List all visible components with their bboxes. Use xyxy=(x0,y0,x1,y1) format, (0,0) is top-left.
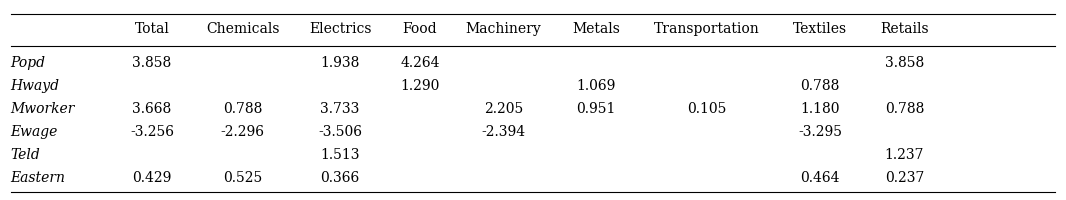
Text: -2.394: -2.394 xyxy=(482,125,526,139)
Text: 1.180: 1.180 xyxy=(801,102,840,116)
Text: -2.296: -2.296 xyxy=(221,125,264,139)
Text: Transportation: Transportation xyxy=(653,22,760,36)
Text: Ewage: Ewage xyxy=(11,125,58,139)
Text: Hwayd: Hwayd xyxy=(11,79,60,93)
Text: Eastern: Eastern xyxy=(11,171,65,185)
Text: Total: Total xyxy=(134,22,169,36)
Text: 2.205: 2.205 xyxy=(484,102,523,116)
Text: 0.105: 0.105 xyxy=(688,102,726,116)
Text: 3.668: 3.668 xyxy=(132,102,172,116)
Text: 0.788: 0.788 xyxy=(885,102,924,116)
Text: Textiles: Textiles xyxy=(793,22,847,36)
Text: Metals: Metals xyxy=(572,22,619,36)
Text: Teld: Teld xyxy=(11,148,41,162)
Text: 1.069: 1.069 xyxy=(577,79,615,93)
Text: -3.295: -3.295 xyxy=(798,125,842,139)
Text: 0.788: 0.788 xyxy=(801,79,840,93)
Text: Machinery: Machinery xyxy=(466,22,542,36)
Text: 0.788: 0.788 xyxy=(223,102,262,116)
Text: 1.237: 1.237 xyxy=(885,148,924,162)
Text: 4.264: 4.264 xyxy=(400,56,440,70)
Text: 0.525: 0.525 xyxy=(223,171,262,185)
Text: Food: Food xyxy=(403,22,437,36)
Text: 1.513: 1.513 xyxy=(320,148,360,162)
Text: 0.464: 0.464 xyxy=(801,171,840,185)
Text: 3.858: 3.858 xyxy=(885,56,924,70)
Text: Popd: Popd xyxy=(11,56,46,70)
Text: -3.256: -3.256 xyxy=(130,125,174,139)
Text: 0.237: 0.237 xyxy=(885,171,924,185)
Text: 3.733: 3.733 xyxy=(321,102,359,116)
Text: 0.366: 0.366 xyxy=(321,171,359,185)
Text: 1.290: 1.290 xyxy=(401,79,439,93)
Text: Electrics: Electrics xyxy=(309,22,371,36)
Text: 3.858: 3.858 xyxy=(132,56,172,70)
Text: 0.951: 0.951 xyxy=(577,102,615,116)
Text: 0.429: 0.429 xyxy=(132,171,172,185)
Text: Mworker: Mworker xyxy=(11,102,75,116)
Text: Chemicals: Chemicals xyxy=(206,22,279,36)
Text: -3.506: -3.506 xyxy=(318,125,362,139)
Text: Retails: Retails xyxy=(881,22,928,36)
Text: 1.938: 1.938 xyxy=(321,56,359,70)
